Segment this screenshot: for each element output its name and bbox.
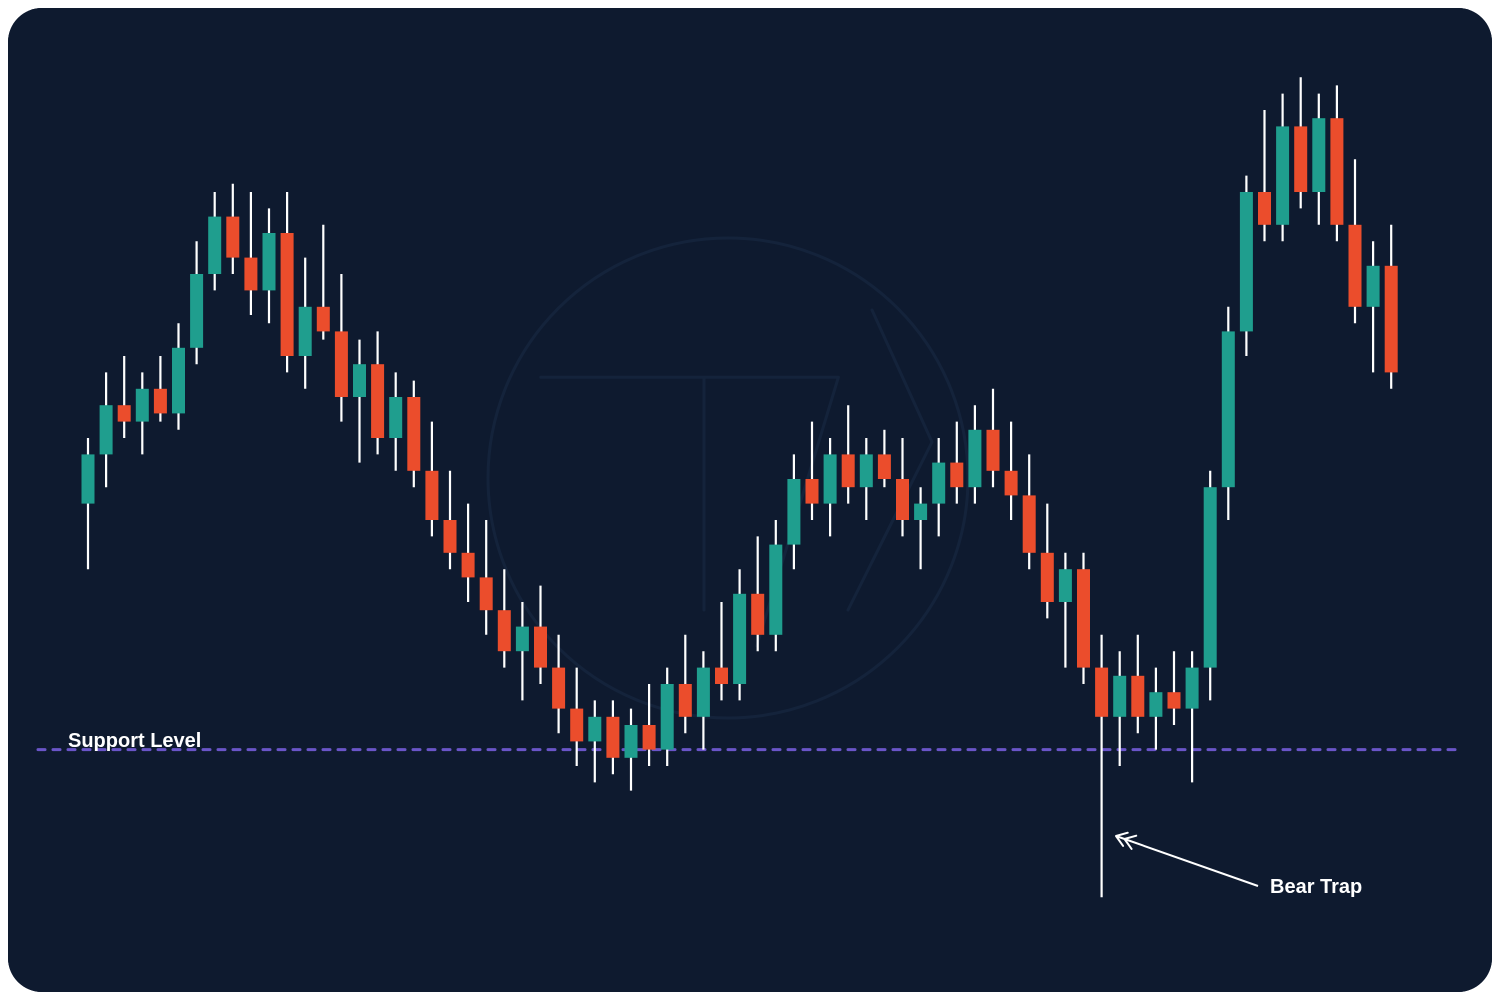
chart-card: Support Level Bear Trap [8,8,1492,992]
bear-trap-label: Bear Trap [1270,876,1362,899]
candlestick-chart [8,8,1492,992]
support-level-label: Support Level [68,730,201,753]
